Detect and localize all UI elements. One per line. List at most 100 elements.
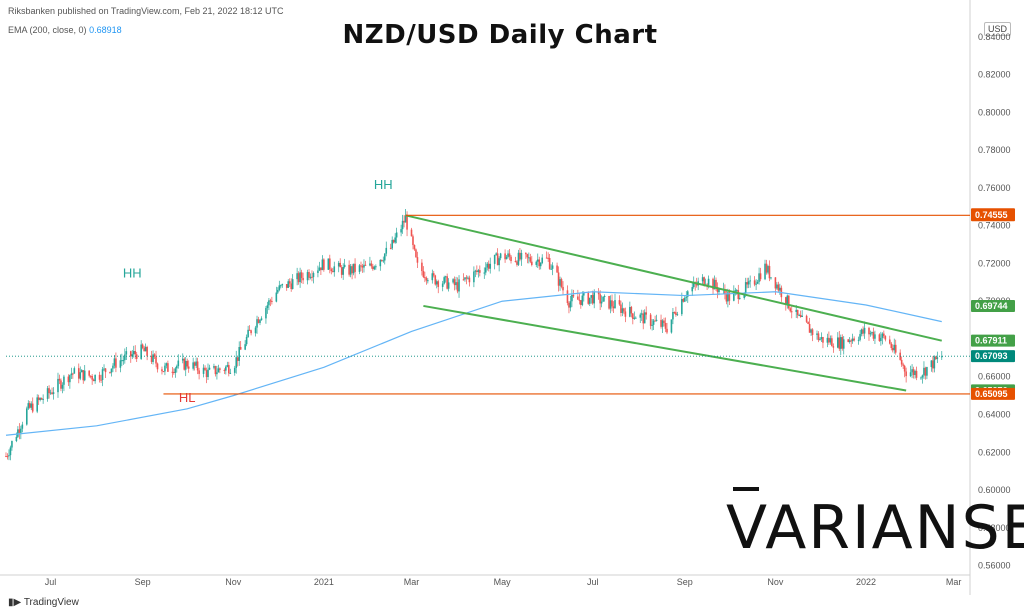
candle-body [196, 361, 199, 371]
candle [92, 378, 95, 382]
tradingview-logo[interactable]: ▮▶ TradingView [8, 597, 79, 608]
candle [225, 365, 227, 375]
candle-body [48, 388, 50, 394]
candle-body [456, 282, 459, 292]
candle [340, 265, 343, 279]
candle-body [285, 284, 288, 288]
candle-body [238, 347, 241, 361]
candle-body [868, 327, 870, 335]
candle-body [233, 367, 236, 373]
candle [444, 275, 447, 283]
candle [20, 425, 22, 440]
candle-body [487, 263, 490, 269]
candle-body [193, 362, 196, 366]
candle-body [902, 364, 904, 366]
candle-body [192, 362, 194, 369]
candle [940, 351, 943, 361]
candle-body [767, 266, 769, 273]
candle-body [392, 239, 395, 243]
tradingview-brand: TradingView [23, 597, 79, 608]
candle [333, 261, 336, 277]
candle-body [510, 256, 512, 262]
candle-body [112, 365, 114, 369]
candle-body [828, 337, 830, 343]
currency-badge[interactable]: USD [984, 22, 1012, 36]
candle [392, 239, 395, 244]
candle [738, 293, 741, 300]
x-tick-label: Jul [587, 577, 599, 587]
candle [152, 350, 154, 365]
candle [860, 328, 863, 337]
y-tick-label: 0.64000 [978, 410, 1011, 420]
candle [496, 248, 499, 266]
candle [623, 307, 625, 315]
x-tick-label: Nov [225, 577, 242, 587]
candle [57, 372, 59, 398]
price-tag-label: 0.69744 [975, 301, 1008, 311]
candle-body [816, 333, 818, 335]
candle [643, 309, 646, 324]
candle-body [152, 354, 154, 362]
trend-lines [6, 214, 970, 395]
candle [753, 276, 756, 287]
candle-body [248, 329, 251, 331]
candle-body [18, 429, 21, 433]
candle [204, 365, 206, 371]
candle-body [186, 360, 189, 367]
candle [891, 344, 894, 353]
candle [632, 313, 634, 325]
price-tag-bg [971, 300, 1015, 313]
candle [239, 340, 242, 350]
candle-body [912, 369, 915, 376]
candle-body [331, 271, 334, 273]
candle [348, 260, 350, 277]
candle [186, 358, 189, 369]
candle [131, 349, 134, 360]
candle-body [890, 343, 893, 349]
candle-body [115, 358, 117, 368]
candle-body [103, 368, 105, 370]
annotation-hh: HH [374, 177, 393, 192]
candle [630, 305, 633, 318]
candle-body [57, 378, 59, 393]
candle [600, 295, 603, 308]
candle [63, 374, 65, 392]
candle-body [884, 336, 887, 340]
candle-body [323, 259, 325, 270]
candle [183, 357, 186, 371]
candle [82, 370, 85, 384]
candle [799, 310, 802, 318]
candle [857, 336, 860, 345]
candle [323, 258, 325, 272]
candle [37, 394, 40, 405]
indicator-legend[interactable]: EMA (200, close, 0) 0.68918 [8, 25, 122, 35]
candle [48, 385, 50, 399]
candle-body [329, 258, 331, 270]
candle [122, 356, 125, 365]
candle [832, 343, 835, 353]
candle-body [228, 365, 230, 374]
candle-body [666, 328, 668, 333]
candle-body [839, 337, 842, 349]
candle [486, 262, 489, 271]
candle [850, 338, 852, 348]
candle-body [848, 340, 851, 342]
candle [529, 253, 532, 264]
candle-body [590, 295, 593, 298]
candle-body [150, 355, 153, 362]
candle [425, 276, 428, 285]
candle [822, 336, 824, 349]
candle [498, 256, 500, 272]
candle [195, 357, 197, 368]
candle [848, 337, 851, 344]
candle-body [600, 301, 603, 304]
candle [839, 334, 842, 355]
candle-body [30, 403, 33, 408]
candle [838, 330, 841, 352]
candle-body [245, 336, 248, 345]
candle [257, 316, 260, 324]
price-tag-bg [971, 209, 1015, 222]
candle [682, 297, 685, 303]
candle-body [88, 370, 90, 376]
